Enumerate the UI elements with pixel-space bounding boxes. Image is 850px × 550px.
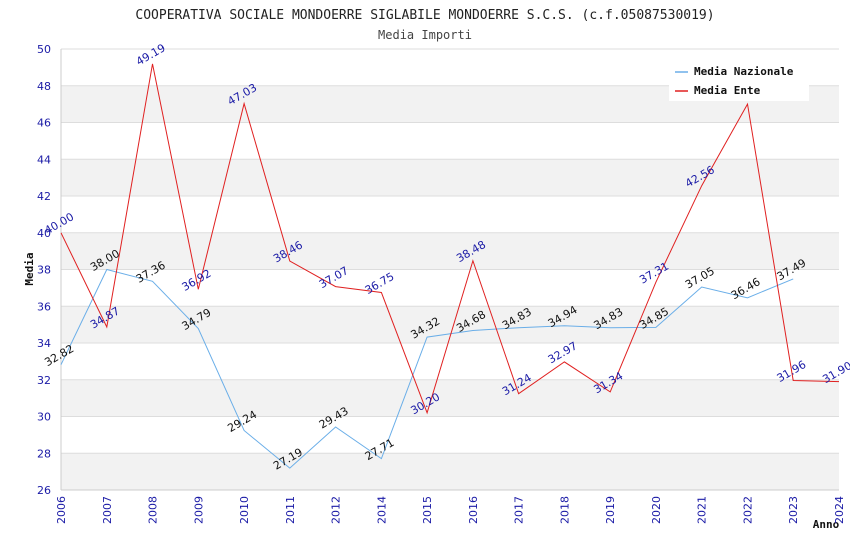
- y-tick-label: 38: [37, 264, 51, 277]
- series-line-0: [60, 268, 794, 469]
- y-tick-label: 30: [37, 411, 51, 424]
- plot-band: [61, 269, 839, 307]
- y-tick-label: 36: [37, 300, 51, 313]
- y-tick-label: 48: [37, 80, 51, 93]
- legend-entry-media-nazionale: Media Nazionale: [694, 65, 794, 78]
- x-axis-ticks: 2006 2007 2008 2009 2010 2011 2012 2014 2015 2016…: [55, 496, 846, 524]
- y-tick-label: 42: [37, 190, 51, 203]
- x-tick-label: 2010: [238, 496, 251, 524]
- plot-band: [61, 232, 839, 270]
- y-tick-label: 40: [37, 227, 51, 240]
- x-tick-label: 2019: [604, 496, 617, 524]
- x-tick-label: 2014: [375, 496, 388, 524]
- y-tick-label: 46: [37, 117, 51, 130]
- x-tick-label: 2023: [787, 496, 800, 524]
- x-tick-label: 2017: [513, 496, 526, 524]
- chart-title: COOPERATIVA SOCIALE MONDOERRE SIGLABILE …: [135, 8, 714, 23]
- x-tick-label: 2006: [55, 496, 68, 524]
- series-lines: [60, 63, 840, 469]
- legend-box: [669, 59, 809, 101]
- x-tick-label: 2022: [741, 496, 754, 524]
- plot-band: [61, 416, 839, 454]
- y-tick-label: 26: [37, 484, 51, 497]
- legend: Media Nazionale Media Ente: [669, 59, 809, 101]
- plot-band: [61, 196, 839, 233]
- plot-band: [61, 159, 839, 196]
- x-tick-label: 2018: [558, 496, 571, 524]
- series-line-1: [60, 63, 840, 415]
- gridlines: [60, 48, 839, 491]
- plot-band: [61, 453, 839, 490]
- plot-band: [61, 343, 839, 380]
- chart-subtitle: Media Importi: [378, 28, 472, 42]
- x-tick-label: 2009: [192, 496, 205, 524]
- y-tick-label: 44: [37, 153, 51, 166]
- x-tick-label: 2021: [696, 496, 709, 524]
- y-axis-title: Media: [23, 252, 36, 285]
- x-axis-title: Anno: [813, 518, 840, 531]
- x-tick-label: 2008: [147, 496, 160, 524]
- x-tick-label: 2012: [330, 496, 343, 524]
- plot-band: [61, 379, 839, 417]
- y-tick-label: 34: [37, 337, 51, 350]
- x-tick-label: 2016: [467, 496, 480, 524]
- x-tick-label: 2020: [650, 496, 663, 524]
- x-tick-label: 2024: [833, 496, 846, 524]
- y-tick-label: 28: [37, 447, 51, 460]
- x-tick-label: 2011: [284, 496, 297, 524]
- y-axis-ticks: 26 28 30 32 34 36 38 40 42 44 46 48 50: [37, 43, 51, 497]
- y-tick-label: 50: [37, 43, 51, 56]
- plot-band: [61, 122, 839, 160]
- x-tick-label: 2007: [101, 496, 114, 524]
- x-tick-label: 2015: [421, 496, 434, 524]
- y-tick-label: 32: [37, 374, 51, 387]
- legend-entry-media-ente: Media Ente: [694, 84, 761, 97]
